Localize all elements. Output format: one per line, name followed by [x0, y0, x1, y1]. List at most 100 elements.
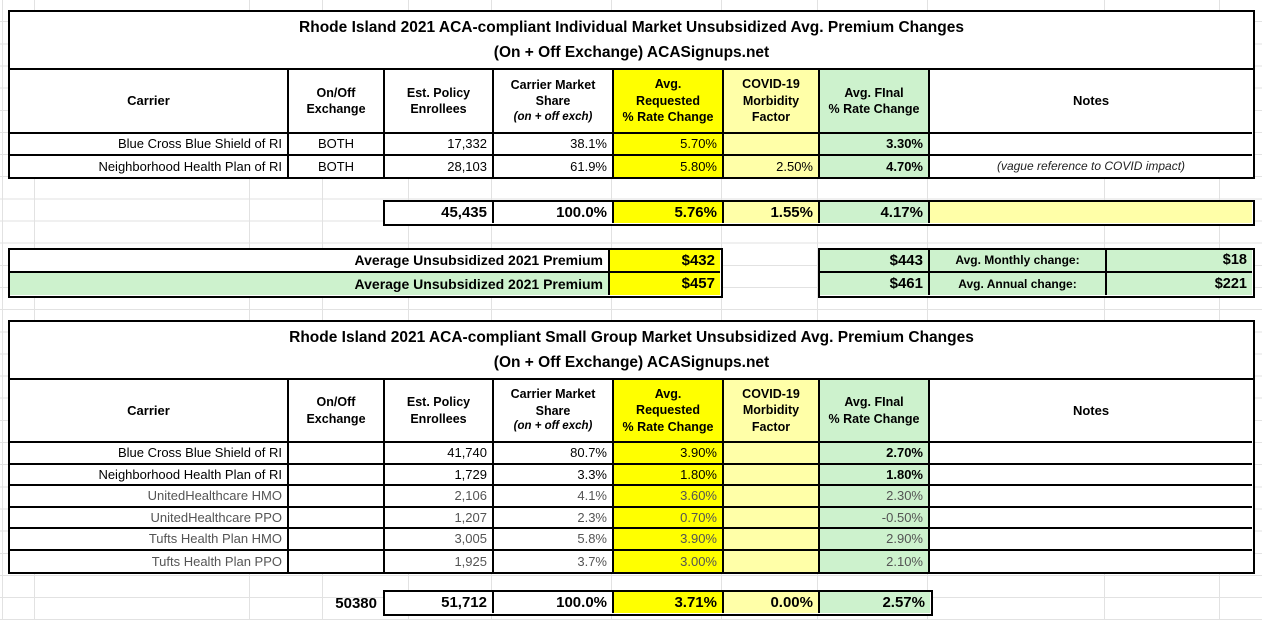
premium-final-cell[interactable]: $443 [820, 250, 930, 273]
requested-cell[interactable]: 5.70% [614, 134, 724, 156]
requested-cell[interactable]: 3.90% [614, 443, 724, 465]
covid-cell[interactable] [724, 550, 820, 572]
final-cell[interactable]: 4.70% [820, 155, 930, 177]
enrollees-cell[interactable]: 3,005 [385, 529, 494, 551]
requested-cell[interactable]: 3.00% [614, 550, 724, 572]
enrollees-cell[interactable]: 41,740 [385, 443, 494, 465]
premium-value-cell[interactable]: $457 [610, 272, 720, 295]
final-cell[interactable]: 2.90% [820, 529, 930, 551]
notes-cell[interactable] [930, 464, 1252, 486]
exchange-cell[interactable]: BOTH [289, 134, 385, 156]
header-notes[interactable]: Notes [930, 70, 1252, 134]
premium-label-cell[interactable]: Average Unsubsidized 2021 Premium [10, 250, 610, 273]
carrier-cell[interactable]: Neighborhood Health Plan of RI [10, 155, 289, 177]
total-notes-cell[interactable] [930, 202, 1252, 223]
share-cell[interactable]: 61.9% [494, 155, 614, 177]
final-cell[interactable]: 2.70% [820, 443, 930, 465]
enrollees-cell[interactable]: 1,207 [385, 507, 494, 529]
share-cell[interactable]: 3.3% [494, 464, 614, 486]
final-cell[interactable]: 3.30% [820, 134, 930, 156]
exchange-cell[interactable] [289, 507, 385, 529]
header-enrollees[interactable]: Est. Policy Enrollees [385, 70, 494, 134]
covid-cell[interactable]: 2.50% [724, 155, 820, 177]
carrier-cell[interactable]: Blue Cross Blue Shield of RI [10, 134, 289, 156]
carrier-cell[interactable]: Neighborhood Health Plan of RI [10, 464, 289, 486]
enrollees-cell[interactable]: 28,103 [385, 155, 494, 177]
enrollees-cell[interactable]: 1,729 [385, 464, 494, 486]
covid-cell[interactable] [724, 529, 820, 551]
total-enrollees-cell[interactable]: 51,712 [385, 592, 494, 613]
enrollees-cell[interactable]: 1,925 [385, 550, 494, 572]
small-group-total-extra-cell[interactable]: 50380 [335, 594, 377, 612]
header-requested[interactable]: Avg. Requested % Rate Change [614, 70, 724, 134]
covid-cell[interactable] [724, 134, 820, 156]
final-cell[interactable]: 1.80% [820, 464, 930, 486]
carrier-cell[interactable]: UnitedHealthcare PPO [10, 507, 289, 529]
covid-cell[interactable] [724, 486, 820, 508]
total-covid-cell[interactable]: 1.55% [724, 202, 820, 223]
annual-change-value-cell[interactable]: $221 [1107, 272, 1252, 295]
total-requested-cell[interactable]: 5.76% [614, 202, 724, 223]
exchange-cell[interactable] [289, 464, 385, 486]
total-covid-cell[interactable]: 0.00% [724, 592, 820, 613]
small-group-table-title[interactable]: Rhode Island 2021 ACA-compliant Small Gr… [8, 320, 1255, 378]
header-exchange[interactable]: On/Off Exchange [289, 380, 385, 443]
carrier-cell[interactable]: UnitedHealthcare HMO [10, 486, 289, 508]
total-final-cell[interactable]: 2.57% [820, 592, 930, 613]
header-requested[interactable]: Avg. Requested % Rate Change [614, 380, 724, 443]
exchange-cell[interactable] [289, 550, 385, 572]
covid-cell[interactable] [724, 507, 820, 529]
header-exchange[interactable]: On/Off Exchange [289, 70, 385, 134]
header-carrier[interactable]: Carrier [10, 380, 289, 443]
header-carrier[interactable]: Carrier [10, 70, 289, 134]
notes-cell[interactable] [930, 507, 1252, 529]
notes-cell[interactable] [930, 134, 1252, 156]
total-enrollees-cell[interactable]: 45,435 [385, 202, 494, 223]
total-requested-cell[interactable]: 3.71% [614, 592, 724, 613]
covid-cell[interactable] [724, 443, 820, 465]
requested-cell[interactable]: 3.60% [614, 486, 724, 508]
final-cell[interactable]: 2.10% [820, 550, 930, 572]
header-market-share[interactable]: Carrier Market Share (on + off exch) [494, 380, 614, 443]
requested-cell[interactable]: 1.80% [614, 464, 724, 486]
header-covid[interactable]: COVID-19 Morbidity Factor [724, 70, 820, 134]
exchange-cell[interactable]: BOTH [289, 155, 385, 177]
requested-cell[interactable]: 5.80% [614, 155, 724, 177]
header-enrollees[interactable]: Est. Policy Enrollees [385, 380, 494, 443]
notes-cell[interactable]: (vague reference to COVID impact) [930, 155, 1252, 177]
share-cell[interactable]: 38.1% [494, 134, 614, 156]
share-cell[interactable]: 2.3% [494, 507, 614, 529]
carrier-cell[interactable]: Tufts Health Plan PPO [10, 550, 289, 572]
notes-cell[interactable] [930, 443, 1252, 465]
carrier-cell[interactable]: Tufts Health Plan HMO [10, 529, 289, 551]
total-share-cell[interactable]: 100.0% [494, 592, 614, 613]
annual-change-label-cell[interactable]: Avg. Annual change: [930, 272, 1107, 295]
final-cell[interactable]: 2.30% [820, 486, 930, 508]
requested-cell[interactable]: 0.70% [614, 507, 724, 529]
premium-value-cell[interactable]: $432 [610, 250, 720, 273]
monthly-change-value-cell[interactable]: $18 [1107, 250, 1252, 273]
share-cell[interactable]: 4.1% [494, 486, 614, 508]
header-notes[interactable]: Notes [930, 380, 1252, 443]
total-final-cell[interactable]: 4.17% [820, 202, 930, 223]
premium-label-cell[interactable]: Average Unsubsidized 2021 Premium [10, 272, 610, 295]
individual-table-title[interactable]: Rhode Island 2021 ACA-compliant Individu… [8, 10, 1255, 68]
header-market-share[interactable]: Carrier Market Share (on + off exch) [494, 70, 614, 134]
header-final[interactable]: Avg. FInal % Rate Change [820, 70, 930, 134]
header-final[interactable]: Avg. FInal % Rate Change [820, 380, 930, 443]
exchange-cell[interactable] [289, 529, 385, 551]
notes-cell[interactable] [930, 550, 1252, 572]
requested-cell[interactable]: 3.90% [614, 529, 724, 551]
enrollees-cell[interactable]: 2,106 [385, 486, 494, 508]
share-cell[interactable]: 5.8% [494, 529, 614, 551]
notes-cell[interactable] [930, 529, 1252, 551]
covid-cell[interactable] [724, 464, 820, 486]
header-covid[interactable]: COVID-19 Morbidity Factor [724, 380, 820, 443]
carrier-cell[interactable]: Blue Cross Blue Shield of RI [10, 443, 289, 465]
premium-final-cell[interactable]: $461 [820, 272, 930, 295]
exchange-cell[interactable] [289, 443, 385, 465]
monthly-change-label-cell[interactable]: Avg. Monthly change: [930, 250, 1107, 273]
share-cell[interactable]: 3.7% [494, 550, 614, 572]
final-cell[interactable]: -0.50% [820, 507, 930, 529]
notes-cell[interactable] [930, 486, 1252, 508]
